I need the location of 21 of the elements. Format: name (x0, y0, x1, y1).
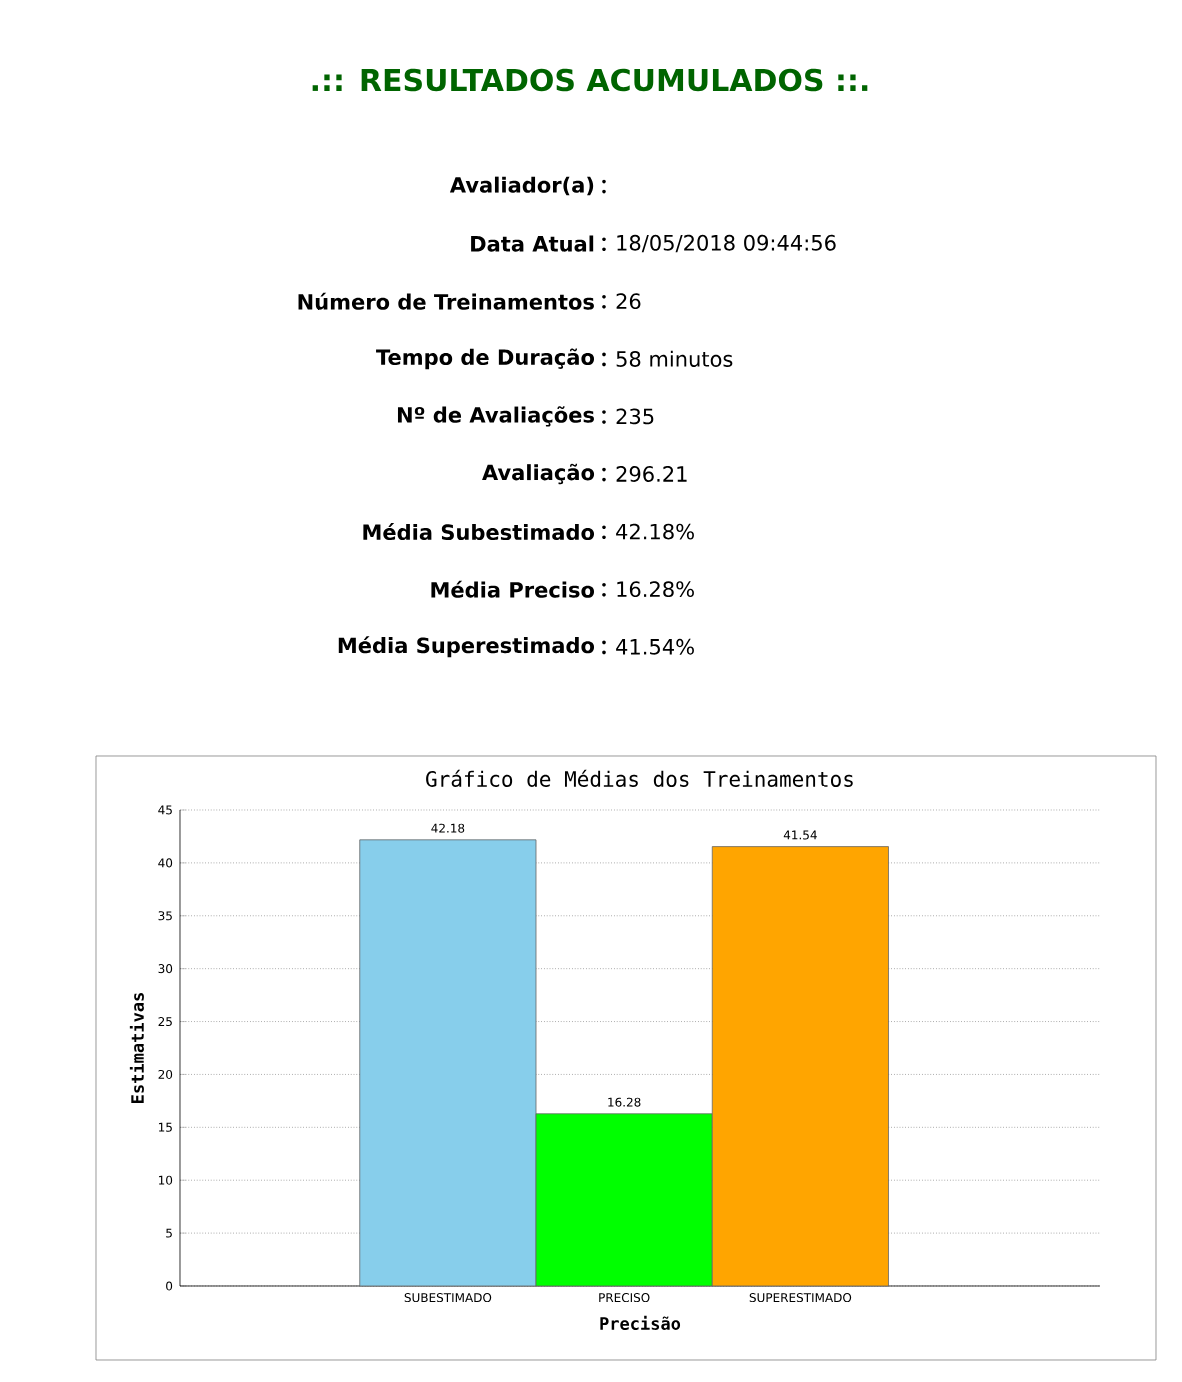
y-axis-title: Estimativas (129, 993, 144, 1103)
text: 235 (616, 408, 654, 425)
category-label: Avaliação (482, 463, 595, 485)
chart-title: Gráfico de Médias dos Treinamentos (426, 769, 853, 787)
category-label: Data Atual (471, 235, 594, 252)
x-axis-title: Precisão (600, 1315, 681, 1330)
category-label: Nº de Avaliações (397, 406, 594, 427)
category-label: Média Superestimado (338, 636, 595, 658)
text: 18/05/2018 09:44:56 (617, 234, 836, 253)
text: .:: RESULTADOS ACUMULADOS ::. (312, 68, 868, 92)
category-label: Média Subestimado (363, 523, 595, 541)
text: 296.21 (616, 466, 687, 482)
text: 26 (616, 293, 641, 310)
category-label: Tempo de Duração (376, 348, 595, 370)
category-label: Número de Treinamentos (298, 292, 594, 310)
text: 16.28% (617, 581, 694, 598)
text: 58 minutos (616, 350, 733, 367)
category-label: Avaliador(a) (449, 176, 594, 196)
category-label: Média Preciso (431, 580, 595, 598)
text: 41.54% (616, 638, 694, 655)
text: 42.18% (616, 523, 694, 540)
